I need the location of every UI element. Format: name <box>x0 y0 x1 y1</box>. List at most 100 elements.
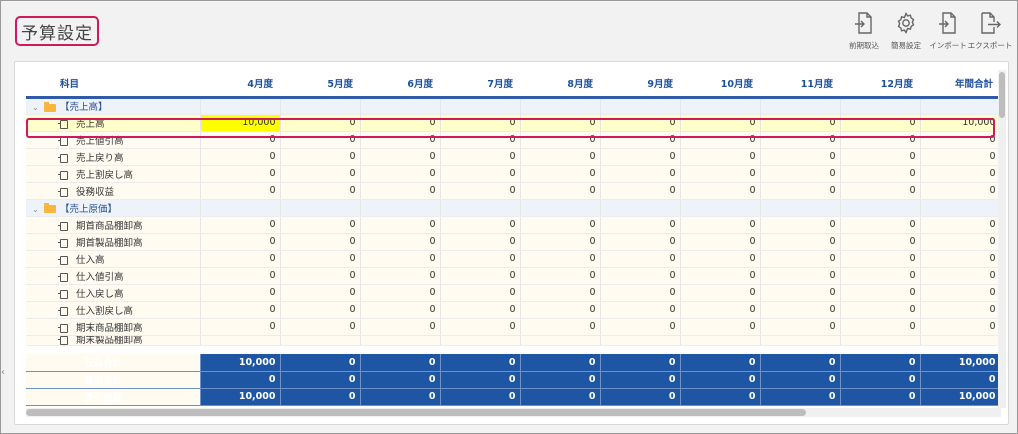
month-value-cell[interactable]: 0 <box>600 250 681 268</box>
month-value-cell[interactable]: 0 <box>840 318 921 336</box>
month-value-cell[interactable]: 0 <box>440 131 521 149</box>
month-value-cell[interactable]: 0 <box>440 250 521 268</box>
month-value-cell[interactable]: 0 <box>520 301 601 319</box>
month-value-cell[interactable]: 0 <box>200 216 281 234</box>
month-value-cell[interactable]: 0 <box>760 165 841 183</box>
month-value-cell[interactable] <box>200 335 281 346</box>
account-row[interactable]: 仕入高 0 0 0 0 0 0 0 0 0 0 <box>26 250 1001 268</box>
chevron-left-icon[interactable]: ‹ <box>1 367 5 378</box>
account-row[interactable]: 売上戻り高 0 0 0 0 0 0 0 0 0 0 <box>26 148 1001 166</box>
month-value-cell[interactable]: 0 <box>360 114 441 132</box>
group-row[interactable]: ⌄ 【売上高】 <box>26 97 1001 115</box>
month-value-cell[interactable]: 10,000 <box>200 114 281 132</box>
month-value-cell[interactable]: 0 <box>200 165 281 183</box>
month-value-cell[interactable]: 0 <box>200 301 281 319</box>
month-value-cell[interactable]: 0 <box>680 284 761 302</box>
month-value-cell[interactable]: 0 <box>840 114 921 132</box>
month-value-cell[interactable]: 0 <box>360 250 441 268</box>
month-value-cell[interactable]: 0 <box>280 131 361 149</box>
month-value-cell[interactable]: 0 <box>280 318 361 336</box>
account-name-cell[interactable]: 仕入戻し高 <box>26 284 201 302</box>
vertical-scrollbar[interactable] <box>998 70 1006 408</box>
export-button[interactable]: エクスポート <box>968 11 1012 51</box>
month-value-cell[interactable]: 0 <box>440 284 521 302</box>
month-value-cell[interactable]: 0 <box>680 131 761 149</box>
account-name-cell[interactable]: 役務収益 <box>26 182 201 200</box>
month-value-cell[interactable]: 0 <box>360 165 441 183</box>
account-name-cell[interactable]: 売上戻り高 <box>26 148 201 166</box>
month-value-cell[interactable]: 0 <box>200 318 281 336</box>
month-value-cell[interactable]: 0 <box>360 284 441 302</box>
month-value-cell[interactable] <box>840 335 921 346</box>
month-value-cell[interactable]: 0 <box>280 216 361 234</box>
account-name-cell[interactable]: 期末商品棚卸高 <box>26 318 201 336</box>
group-name-cell[interactable]: ⌄ 【売上原価】 <box>26 199 201 217</box>
month-value-cell[interactable]: 0 <box>840 284 921 302</box>
month-value-cell[interactable]: 0 <box>840 165 921 183</box>
quick-settings-button[interactable]: 簡易設定 <box>885 11 927 51</box>
month-value-cell[interactable]: 0 <box>440 148 521 166</box>
month-value-cell[interactable]: 0 <box>760 250 841 268</box>
month-value-cell[interactable]: 0 <box>520 216 601 234</box>
month-value-cell[interactable]: 0 <box>840 250 921 268</box>
month-value-cell[interactable]: 0 <box>840 301 921 319</box>
horizontal-scrollbar[interactable] <box>26 408 1001 417</box>
month-value-cell[interactable] <box>680 335 761 346</box>
month-value-cell[interactable]: 0 <box>840 267 921 285</box>
month-value-cell[interactable]: 0 <box>680 182 761 200</box>
month-value-cell[interactable]: 0 <box>680 148 761 166</box>
account-row[interactable]: 売上高 10,000 0 0 0 0 0 0 0 0 10,000 <box>26 114 1001 132</box>
horizontal-scroll-thumb[interactable] <box>26 409 806 416</box>
month-value-cell[interactable]: 0 <box>440 216 521 234</box>
month-value-cell[interactable] <box>360 335 441 346</box>
group-name-cell[interactable]: ⌄ 【売上高】 <box>26 97 201 115</box>
prior-period-import-button[interactable]: 前期取込 <box>843 11 885 51</box>
month-value-cell[interactable]: 0 <box>600 216 681 234</box>
month-value-cell[interactable] <box>600 335 681 346</box>
month-value-cell[interactable]: 0 <box>840 216 921 234</box>
month-value-cell[interactable]: 0 <box>760 182 841 200</box>
account-name-cell[interactable]: 売上値引高 <box>26 131 201 149</box>
month-value-cell[interactable]: 0 <box>280 114 361 132</box>
month-value-cell[interactable]: 0 <box>600 318 681 336</box>
month-value-cell[interactable]: 0 <box>680 233 761 251</box>
month-value-cell[interactable]: 0 <box>520 318 601 336</box>
month-value-cell[interactable]: 0 <box>360 267 441 285</box>
account-name-cell[interactable]: 仕入値引高 <box>26 267 201 285</box>
month-value-cell[interactable]: 0 <box>520 267 601 285</box>
month-value-cell[interactable]: 0 <box>200 148 281 166</box>
month-value-cell[interactable]: 0 <box>360 148 441 166</box>
account-row[interactable]: 仕入戻し高 0 0 0 0 0 0 0 0 0 0 <box>26 284 1001 302</box>
month-value-cell[interactable]: 0 <box>280 233 361 251</box>
account-name-cell[interactable]: 仕入高 <box>26 250 201 268</box>
month-value-cell[interactable]: 0 <box>680 165 761 183</box>
account-name-cell[interactable]: 期首商品棚卸高 <box>26 216 201 234</box>
month-value-cell[interactable]: 0 <box>760 233 841 251</box>
month-value-cell[interactable]: 0 <box>600 165 681 183</box>
month-value-cell[interactable]: 0 <box>680 318 761 336</box>
month-value-cell[interactable]: 0 <box>680 114 761 132</box>
month-value-cell[interactable]: 0 <box>360 233 441 251</box>
month-value-cell[interactable]: 0 <box>760 284 841 302</box>
month-value-cell[interactable]: 0 <box>520 233 601 251</box>
import-button[interactable]: インポート <box>927 11 969 51</box>
account-row[interactable]: 仕入値引高 0 0 0 0 0 0 0 0 0 0 <box>26 267 1001 285</box>
month-value-cell[interactable]: 0 <box>520 182 601 200</box>
account-row[interactable]: 期首製品棚卸高 0 0 0 0 0 0 0 0 0 0 <box>26 233 1001 251</box>
month-value-cell[interactable]: 0 <box>760 131 841 149</box>
month-value-cell[interactable]: 0 <box>840 233 921 251</box>
month-value-cell[interactable]: 0 <box>520 165 601 183</box>
month-value-cell[interactable]: 0 <box>200 131 281 149</box>
month-value-cell[interactable]: 0 <box>440 233 521 251</box>
month-value-cell[interactable] <box>440 335 521 346</box>
month-value-cell[interactable] <box>760 335 841 346</box>
month-value-cell[interactable]: 0 <box>360 318 441 336</box>
month-value-cell[interactable]: 0 <box>600 148 681 166</box>
month-value-cell[interactable]: 0 <box>520 250 601 268</box>
month-value-cell[interactable]: 0 <box>600 233 681 251</box>
month-value-cell[interactable]: 0 <box>760 216 841 234</box>
month-value-cell[interactable]: 0 <box>760 318 841 336</box>
month-value-cell[interactable]: 0 <box>680 267 761 285</box>
group-row[interactable]: ⌄ 【売上原価】 <box>26 199 1001 217</box>
month-value-cell[interactable]: 0 <box>360 182 441 200</box>
